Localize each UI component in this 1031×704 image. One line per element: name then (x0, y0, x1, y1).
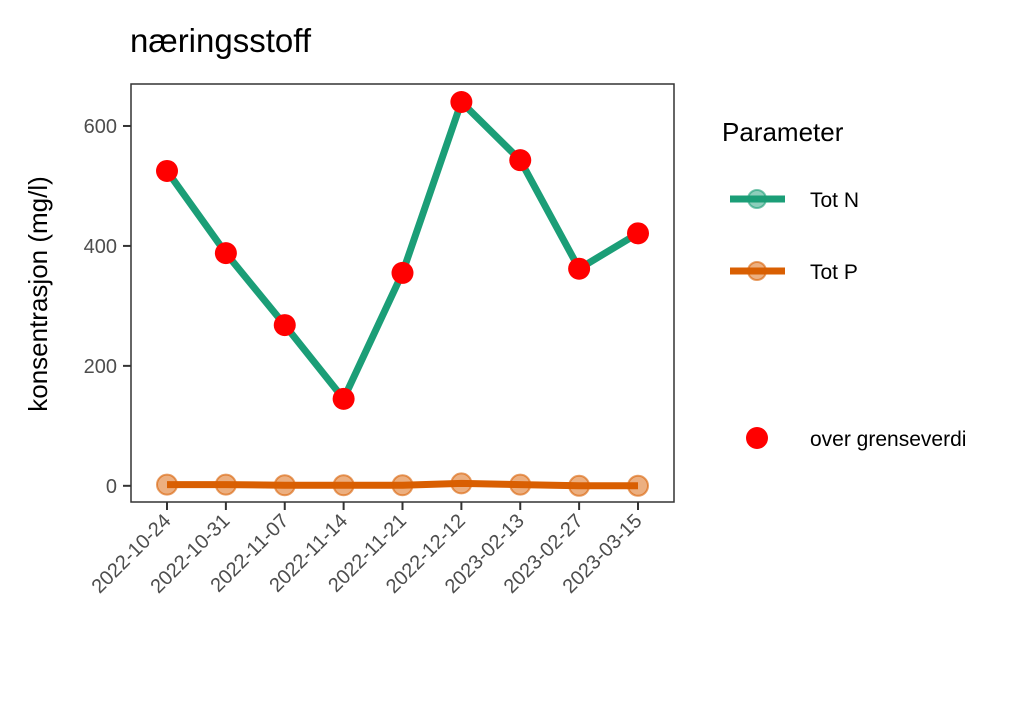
data-point-over-limit (332, 387, 355, 410)
y-axis: 0 200 400 600 (84, 116, 131, 498)
data-point-over-limit (627, 222, 649, 245)
data-point (627, 474, 649, 497)
y-axis-label: konsentrasjon (mg/l) (23, 176, 53, 412)
data-point-over-limit (273, 314, 296, 337)
plot-panel (130, 83, 675, 503)
data-point-over-limit (450, 90, 473, 113)
y-tick-label: 0 (106, 476, 117, 498)
legend-label: Tot N (810, 189, 859, 212)
y-tick-label: 400 (84, 236, 117, 258)
y-tick-label: 200 (84, 356, 117, 378)
data-point (391, 474, 414, 497)
y-tick-label: 600 (84, 116, 117, 138)
data-point-over-limit (156, 159, 178, 182)
data-point-over-limit (509, 149, 532, 172)
chart-title: næringsstoff (130, 22, 312, 59)
data-point (450, 472, 473, 495)
data-point-over-limit (214, 242, 237, 265)
legend-title: Parameter (722, 117, 844, 147)
x-axis: 2022-10-242022-10-312022-11-072022-11-14… (88, 502, 647, 598)
data-point (509, 473, 532, 496)
legend-label-over-limit: over grenseverdi (810, 428, 966, 451)
data-point-over-limit (568, 257, 591, 280)
data-point (568, 474, 591, 497)
legend-key-over-limit (746, 427, 768, 449)
series-layer (156, 90, 649, 497)
legend-label: Tot P (810, 261, 858, 284)
data-point-over-limit (391, 261, 414, 284)
data-point (214, 473, 237, 496)
legend-key-point (747, 189, 767, 209)
data-point (273, 474, 296, 497)
legend-key-point (747, 261, 767, 281)
legend: Parameter Tot N Tot P over grenseverdi (722, 117, 966, 451)
data-point (156, 473, 178, 496)
data-point (332, 474, 355, 497)
